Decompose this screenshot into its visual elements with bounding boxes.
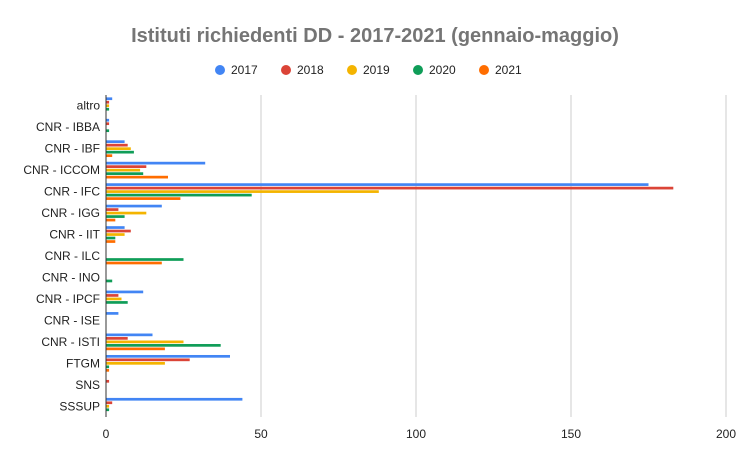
legend-swatch-2021 <box>479 65 489 75</box>
legend-label: 2018 <box>297 63 324 77</box>
bar-2021-cnr-isti <box>106 347 165 351</box>
bar-2020-sssup <box>106 408 110 412</box>
bar-2021-cnr-ibf <box>106 154 113 158</box>
bar-2017-altro <box>106 97 113 101</box>
category-label: CNR - IFC <box>44 185 100 199</box>
bar-2017-cnr-isti <box>106 333 153 337</box>
bar-2019-sssup <box>106 404 110 408</box>
category-label: CNR - IBF <box>45 142 100 156</box>
bars <box>106 97 674 412</box>
bar-2018-cnr-ipcf <box>106 294 119 297</box>
legend-label: 2020 <box>429 63 456 77</box>
legend: 2017 2018 2019 2020 2021 <box>215 63 522 77</box>
bar-2020-altro <box>106 107 110 111</box>
bar-2019-ftgm <box>106 361 165 365</box>
bar-2018-cnr-igg <box>106 208 119 211</box>
bar-2020-cnr-ipcf <box>106 301 128 304</box>
legend-swatch-2018 <box>281 65 291 75</box>
bar-2019-cnr-ibf <box>106 147 131 151</box>
category-label: CNR - IBBA <box>36 120 100 134</box>
legend-label: 2017 <box>231 63 258 77</box>
chart-title: Istituti richiedenti DD - 2017-2021 (gen… <box>131 25 619 47</box>
bar-2017-cnr-ifc <box>106 183 649 186</box>
bar-2019-cnr-isti <box>106 340 184 344</box>
bar-2018-sns <box>106 379 110 383</box>
bar-2021-cnr-igg <box>106 218 116 222</box>
bar-2021-cnr-ifc <box>106 197 181 200</box>
bar-2018-cnr-isti <box>106 337 128 340</box>
bar-2021-cnr-ilc <box>106 261 162 265</box>
bar-2017-cnr-ise <box>106 312 119 315</box>
tick-labels: 0 50 100 150 200 <box>103 427 737 441</box>
bar-2021-cnr-iccom <box>106 175 168 179</box>
bar-2017-cnr-ibba <box>106 118 110 122</box>
category-label: altro <box>77 99 101 113</box>
bar-2020-cnr-ilc <box>106 258 184 261</box>
bar-2020-cnr-iit <box>106 236 116 240</box>
bar-2020-cnr-ibf <box>106 150 134 154</box>
category-label: CNR - ICCOM <box>23 163 100 177</box>
gridlines <box>260 95 727 417</box>
bar-2018-cnr-ibf <box>106 143 128 147</box>
bar-2018-cnr-iit <box>106 229 131 233</box>
x-tick-label: 100 <box>406 427 426 441</box>
bar-2017-cnr-igg <box>106 204 162 208</box>
bar-2019-cnr-igg <box>106 211 147 215</box>
legend-swatch-2020 <box>413 65 423 75</box>
bar-2020-cnr-ino <box>106 279 113 283</box>
category-labels: altro CNR - IBBA CNR - IBF CNR - ICCOM CNR -… <box>23 99 100 414</box>
bar-2019-cnr-ipcf <box>106 297 122 301</box>
bar-2020-cnr-ibba <box>106 129 110 133</box>
bar-2018-sssup <box>106 401 113 405</box>
bar-2018-ftgm <box>106 358 190 362</box>
bar-2019-cnr-ifc <box>106 190 379 193</box>
x-tick-label: 0 <box>103 427 110 441</box>
bar-2019-cnr-iccom <box>106 168 141 172</box>
bar-2020-cnr-igg <box>106 215 125 218</box>
legend-swatch-2019 <box>347 65 357 75</box>
category-label: CNR - ISE <box>44 313 100 327</box>
bar-2017-cnr-ibf <box>106 140 125 144</box>
category-label: CNR - IGG <box>41 206 100 220</box>
bar-2020-cnr-ifc <box>106 193 252 197</box>
category-label: CNR - IIT <box>49 228 100 242</box>
legend-label: 2021 <box>495 63 522 77</box>
category-label: CNR - INO <box>42 270 100 284</box>
category-label: CNR - ILC <box>45 249 101 263</box>
x-tick-label: 150 <box>561 427 581 441</box>
legend-label: 2019 <box>363 63 390 77</box>
bar-2021-ftgm <box>106 368 110 372</box>
bar-2018-cnr-ifc <box>106 186 674 190</box>
bar-2019-cnr-iit <box>106 233 125 236</box>
bar-2019-altro <box>106 104 110 108</box>
bar-2018-altro <box>106 100 110 104</box>
category-label: CNR - ISTI <box>41 335 100 349</box>
x-tick-label: 50 <box>254 427 268 441</box>
bar-2018-cnr-iccom <box>106 165 147 168</box>
x-tick-label: 200 <box>716 427 736 441</box>
bar-2018-cnr-ibba <box>106 122 110 126</box>
bar-2020-cnr-isti <box>106 344 221 347</box>
category-label: CNR - IPCF <box>36 292 100 306</box>
bar-2021-cnr-iit <box>106 240 116 243</box>
bar-2020-ftgm <box>106 365 110 369</box>
category-label: FTGM <box>66 356 100 370</box>
bar-2017-ftgm <box>106 354 230 358</box>
bar-2017-cnr-iit <box>106 226 125 229</box>
legend-swatch-2017 <box>215 65 225 75</box>
bar-2017-sssup <box>106 397 243 401</box>
category-label: SSSUP <box>59 399 100 413</box>
bar-2020-cnr-iccom <box>106 172 144 175</box>
bar-2017-cnr-iccom <box>106 161 206 165</box>
category-label: SNS <box>75 378 100 392</box>
bar-2017-cnr-ipcf <box>106 290 144 294</box>
